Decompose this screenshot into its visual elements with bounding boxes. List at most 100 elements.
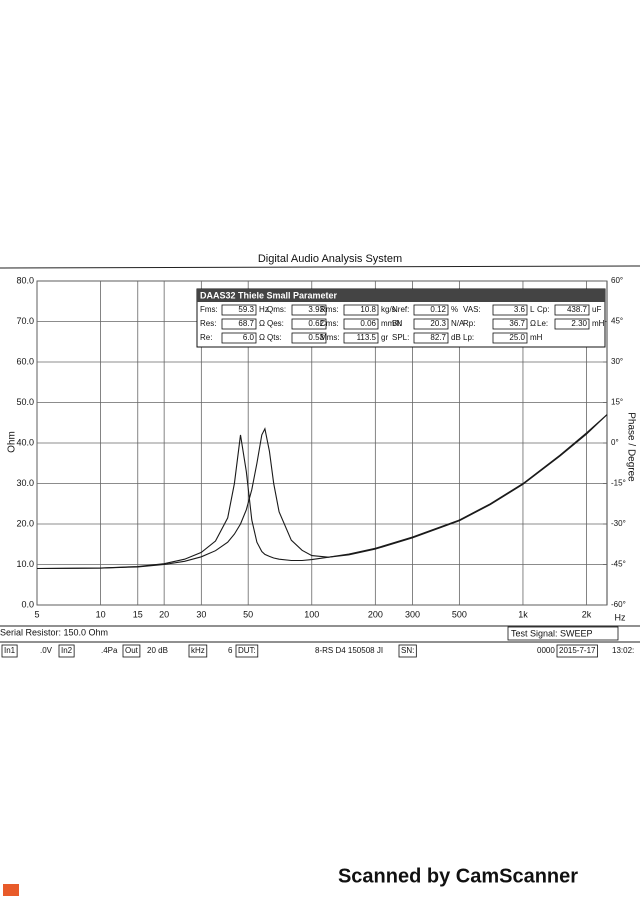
- status-field: 2015-7-17: [559, 646, 596, 655]
- status-field: DUT:: [238, 646, 256, 655]
- test-signal-box: [507, 626, 619, 641]
- param-value-box: [221, 332, 257, 344]
- param-value: 36.7: [509, 319, 525, 328]
- y2-tick-label: 45°: [611, 317, 623, 326]
- param-value: 113.5: [357, 333, 377, 342]
- serial-resistor: Serial Resistor: 150.0 Ohm: [0, 627, 108, 637]
- status-box: [556, 644, 598, 658]
- header-rule: [0, 265, 640, 269]
- y-tick-label: 70.0: [16, 316, 34, 326]
- impedance-curve: [36, 414, 608, 570]
- status-field: .0V: [40, 646, 53, 655]
- status-field: 0000: [537, 646, 555, 655]
- watermark: Scanned by CamScanner: [338, 865, 578, 887]
- param-value: 6.0: [243, 333, 255, 342]
- param-unit: mH: [530, 333, 543, 342]
- param-value: 10.8: [360, 305, 376, 314]
- y-tick-label: 20.0: [16, 518, 34, 528]
- status-box: [398, 644, 417, 658]
- param-value: 0.53: [308, 333, 324, 342]
- param-value: 3.93: [308, 305, 324, 314]
- x-tick-label: 50: [243, 609, 253, 619]
- param-value-box: [343, 318, 379, 330]
- x-tick-label: 100: [304, 609, 319, 619]
- y2-tick-label: -30°: [611, 519, 626, 528]
- param-label: Rms:: [320, 305, 339, 314]
- param-value: 3.6: [514, 305, 526, 314]
- status-field: 6: [228, 646, 233, 655]
- y2-tick-label: -15°: [611, 479, 626, 488]
- x-tick-label: 500: [452, 609, 467, 619]
- param-unit: Ω: [259, 319, 265, 328]
- param-value: 25.0: [509, 333, 525, 342]
- param-label: Qts:: [267, 333, 282, 342]
- param-label: Mms:: [320, 333, 340, 342]
- x-tick-label: 5: [34, 609, 39, 619]
- param-value-box: [492, 332, 528, 344]
- y-tick-label: 0.0: [21, 599, 34, 609]
- param-label: Cp:: [537, 305, 549, 314]
- x-tick-label: 1k: [518, 609, 528, 619]
- y-axis-label: Ohm: [7, 431, 18, 453]
- param-label: Le:: [537, 319, 548, 328]
- status-field: 20 dB: [147, 646, 168, 655]
- param-value: 0.12: [430, 305, 446, 314]
- param-unit: Ω: [530, 319, 536, 328]
- param-value-box: [554, 318, 590, 330]
- status-box: [122, 644, 141, 658]
- status-field: In2: [61, 646, 73, 655]
- param-value: 0.06: [360, 319, 376, 328]
- status-box: [188, 644, 208, 658]
- x-tick-label: 200: [368, 609, 383, 619]
- y-tick-label: 50.0: [16, 397, 34, 407]
- status-field: 13:02:: [612, 646, 634, 655]
- logo: [3, 884, 19, 896]
- y-tick-label: 30.0: [16, 478, 34, 488]
- param-value-box: [291, 318, 327, 330]
- x-tick-label: 300: [405, 609, 420, 619]
- y-tick-label: 80.0: [16, 275, 34, 285]
- param-value-box: [554, 304, 590, 316]
- param-value: 82.7: [430, 333, 446, 342]
- y-tick-label: 10.0: [16, 559, 34, 569]
- param-label: Res:: [200, 319, 216, 328]
- status-field: In1: [4, 646, 16, 655]
- y2-axis-label: Phase / Degree: [625, 412, 636, 482]
- param-value-box: [221, 304, 257, 316]
- param-unit: L: [530, 305, 535, 314]
- status-box: [235, 644, 259, 658]
- param-unit: kg/s: [381, 305, 396, 314]
- chart-title: Digital Audio Analysis System: [258, 253, 402, 265]
- status-field: .4Pa: [101, 646, 118, 655]
- param-label: Qms:: [267, 305, 286, 314]
- y2-tick-label: -60°: [611, 600, 626, 609]
- param-unit: %: [451, 305, 458, 314]
- x-tick-label: 2k: [582, 609, 592, 619]
- param-value-box: [291, 304, 327, 316]
- param-value-box: [413, 304, 449, 316]
- y2-tick-label: 15°: [611, 398, 623, 407]
- status-box: [58, 644, 75, 658]
- param-label: Bl:: [392, 319, 401, 328]
- x-tick-label: 30: [196, 609, 206, 619]
- param-unit: mm/N: [381, 319, 403, 328]
- param-unit: mH: [592, 319, 605, 328]
- param-label: SPL:: [392, 333, 409, 342]
- param-value: 20.3: [430, 319, 446, 328]
- status-box: [1, 644, 18, 658]
- param-title-bar: [197, 289, 605, 302]
- param-value-box: [413, 332, 449, 344]
- param-value: 0.62: [308, 319, 324, 328]
- x-tick-label: 15: [133, 609, 143, 619]
- param-unit: Hz: [259, 305, 269, 314]
- param-value: 438.7: [567, 305, 588, 314]
- param-label: Qes:: [267, 319, 284, 328]
- x-unit: Hz: [615, 612, 626, 622]
- y2-tick-label: 0°: [611, 438, 619, 447]
- param-label: Rp:: [463, 319, 475, 328]
- test-signal: Test Signal: SWEEP: [511, 628, 593, 638]
- param-value-box: [492, 304, 528, 316]
- param-value-box: [343, 304, 379, 316]
- param-unit: dB: [451, 333, 461, 342]
